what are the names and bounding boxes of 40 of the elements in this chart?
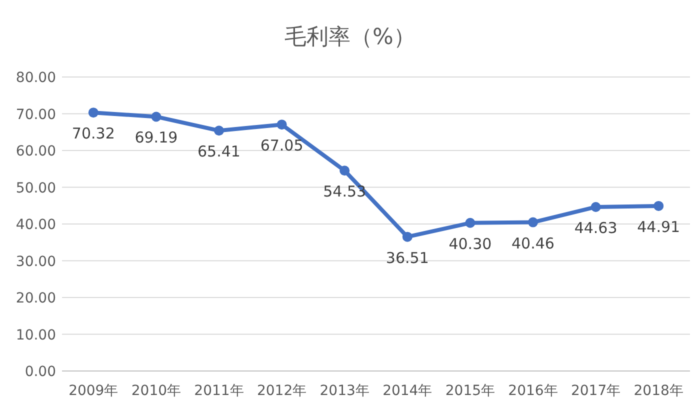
y-tick-label: 70.00 xyxy=(16,106,56,123)
y-tick-label: 80.00 xyxy=(16,70,56,86)
x-tick-label: 2013年 xyxy=(320,383,370,399)
y-tick-label: 40.00 xyxy=(16,217,56,233)
x-tick-label: 2017年 xyxy=(570,383,621,399)
data-label: 44.91 xyxy=(637,218,680,236)
data-label: 67.05 xyxy=(260,136,304,155)
y-tick-label: 20.00 xyxy=(16,290,56,306)
x-tick-label: 2014年 xyxy=(382,383,432,399)
point xyxy=(465,218,476,228)
point xyxy=(654,200,664,211)
data-label: 54.53 xyxy=(323,182,366,201)
data-label: 65.41 xyxy=(198,142,240,161)
y-tick-label: 0.00 xyxy=(24,364,56,380)
x-tick-label: 2012年 xyxy=(256,383,307,399)
point xyxy=(402,232,412,242)
y-tick-label: 10.00 xyxy=(16,327,56,344)
data-label: 40.30 xyxy=(448,234,492,253)
point xyxy=(276,120,287,130)
chart-title: 毛利率（%） xyxy=(284,25,416,50)
y-tick-label: 30.00 xyxy=(16,254,56,270)
x-tick-label: 2011年 xyxy=(194,383,244,399)
point xyxy=(88,108,98,118)
point xyxy=(214,126,224,136)
data-label: 69.19 xyxy=(134,128,178,147)
x-tick-label: 2015年 xyxy=(445,383,496,399)
y-tick-label: 60.00 xyxy=(16,144,56,160)
x-tick-label: 2010年 xyxy=(131,383,182,399)
data-label: 36.51 xyxy=(386,248,429,267)
point xyxy=(590,202,601,212)
data-label: 40.46 xyxy=(512,234,554,252)
data-label: 44.63 xyxy=(574,218,618,237)
data-label: 70.32 xyxy=(72,124,115,143)
point xyxy=(340,166,350,176)
x-tick-label: 2018年 xyxy=(634,383,684,399)
point xyxy=(528,217,538,228)
y-tick-label: 50.00 xyxy=(16,180,56,196)
x-tick-label: 2016年 xyxy=(508,383,558,399)
x-tick-label: 2009年 xyxy=(68,383,118,399)
point xyxy=(151,112,162,122)
